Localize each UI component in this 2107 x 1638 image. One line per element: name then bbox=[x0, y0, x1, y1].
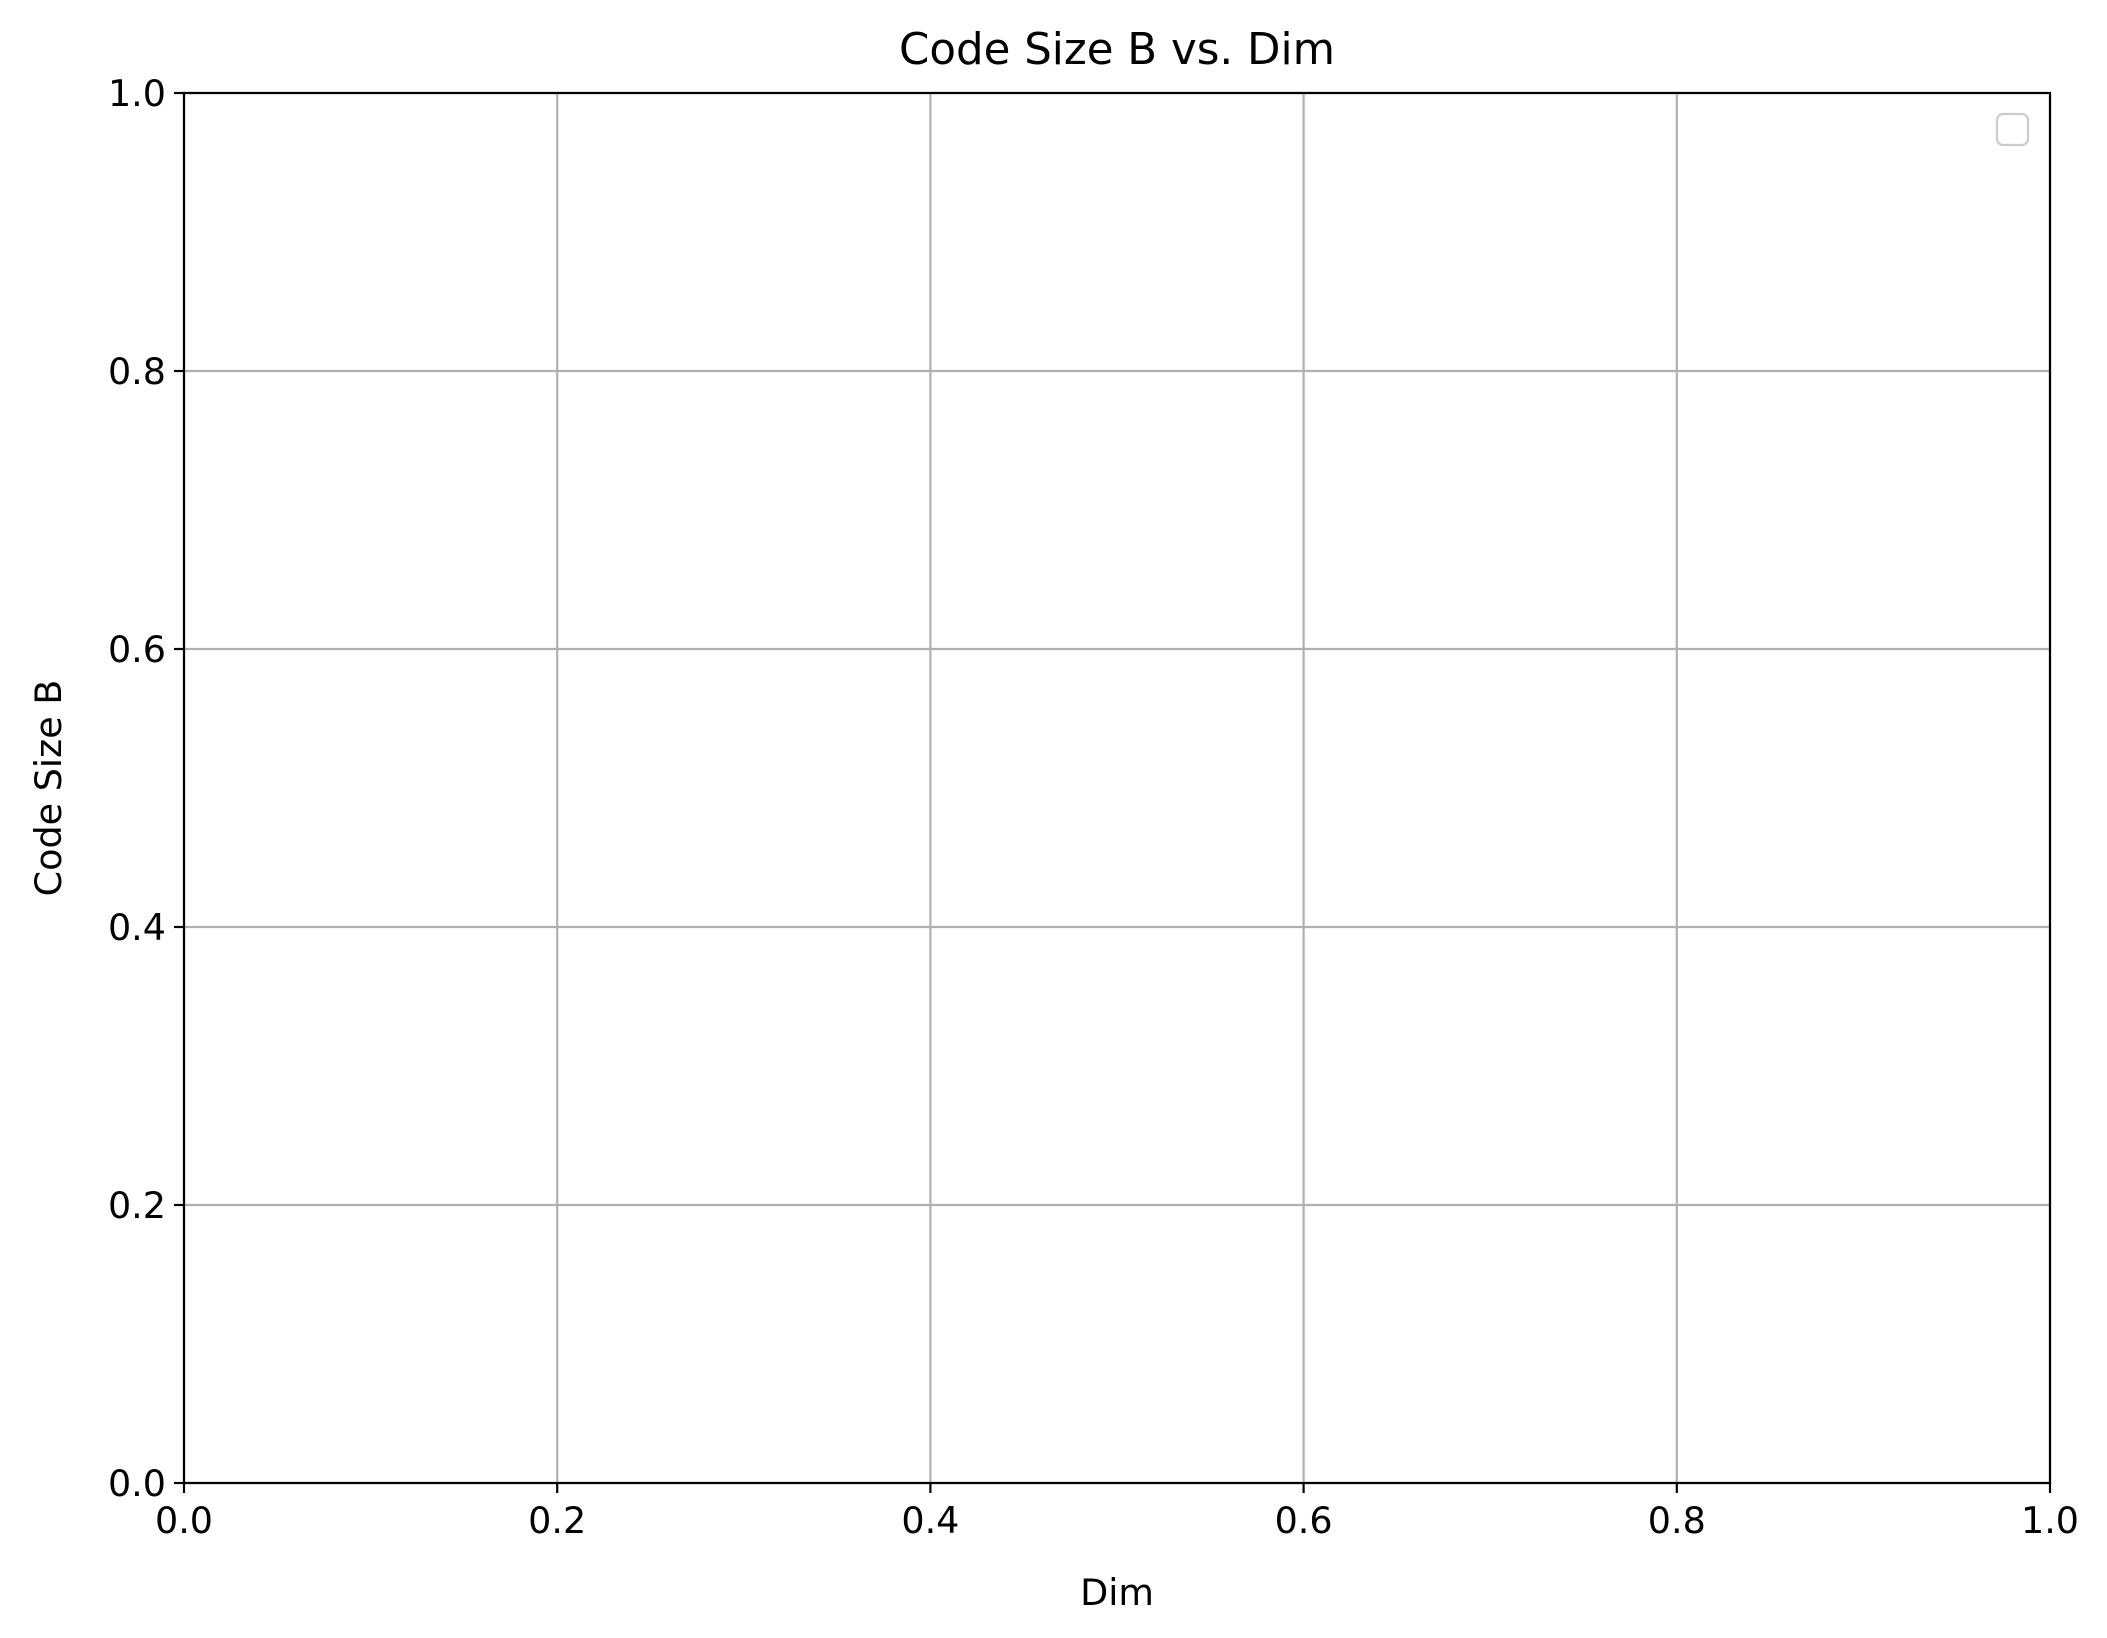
chart-title: Code Size B vs. Dim bbox=[899, 25, 1335, 75]
x-axis-ticks: 0.0 0.2 0.4 0.6 0.8 1.0 bbox=[155, 1483, 2079, 1542]
y-axis-ticks: 0.0 0.2 0.4 0.6 0.8 1.0 bbox=[108, 72, 184, 1505]
x-tick-label: 0.4 bbox=[901, 1499, 959, 1542]
plot-area bbox=[184, 93, 2050, 1483]
y-tick-label: 0.4 bbox=[108, 906, 166, 949]
x-tick-label: 0.6 bbox=[1275, 1499, 1333, 1542]
x-tick-label: 0.8 bbox=[1648, 1499, 1706, 1542]
x-tick-label: 0.0 bbox=[155, 1499, 213, 1542]
x-axis-title: Dim bbox=[1080, 1571, 1154, 1614]
y-tick-label: 0.8 bbox=[108, 350, 166, 393]
y-axis-title: Code Size B bbox=[27, 680, 70, 897]
x-tick-label: 1.0 bbox=[2021, 1499, 2079, 1542]
y-tick-label: 0.0 bbox=[108, 1462, 166, 1505]
legend bbox=[1995, 112, 2030, 147]
y-tick-label: 0.6 bbox=[108, 628, 166, 671]
y-tick-label: 1.0 bbox=[108, 72, 166, 115]
axes-frame bbox=[182, 91, 2052, 1485]
grid bbox=[182, 91, 2052, 1485]
y-tick-label: 0.2 bbox=[108, 1184, 166, 1227]
x-tick-label: 0.2 bbox=[528, 1499, 586, 1542]
